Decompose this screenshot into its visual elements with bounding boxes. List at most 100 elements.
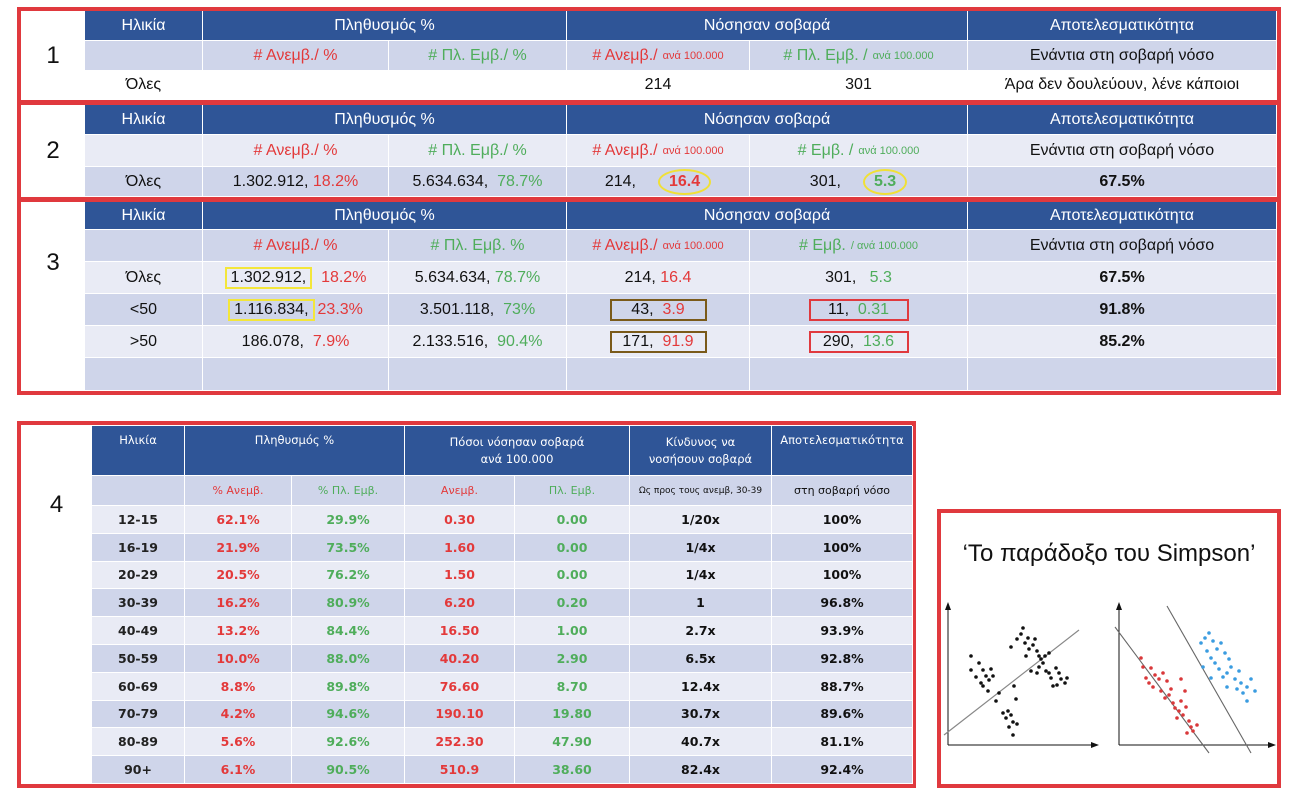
cell-effectiveness: 67.5% (968, 167, 1277, 197)
cell-pop-vax: 92.6% (292, 728, 405, 757)
scatter-point (1207, 631, 1211, 635)
sub-sick-vax: Πλ. Εμβ. (515, 476, 630, 506)
cell-risk: 82.4x (630, 756, 772, 784)
cell-sick-unvax: 6.20 (405, 589, 515, 618)
cell-sick-vax: 290, 13.6 (750, 326, 968, 358)
sub-sick-unvax-unit: ανά 100.000 (662, 239, 724, 252)
panel-number: 2 (46, 137, 60, 164)
value-rate: 3.9 (662, 300, 685, 318)
value-count: 186.078, (241, 332, 304, 350)
scatter-point (1009, 645, 1013, 649)
scatter-point (1171, 701, 1175, 705)
scatter-point (1024, 654, 1028, 658)
sub-sick-vax-label: # Εμβ. (798, 236, 846, 254)
cell-sick-vax: 301 (750, 71, 968, 100)
sub-sick-unvax: # Ανεμβ./ ανά 100.000 (567, 135, 750, 167)
value-percent: 78.7% (494, 268, 541, 286)
cell-effectiveness: 91.8% (968, 294, 1277, 326)
left-points (969, 626, 1069, 737)
cell-effectiveness: 96.8% (772, 589, 913, 618)
value-count: 3.501.118, (419, 300, 495, 318)
sub-empty (85, 41, 203, 71)
trend-line-group-b (1166, 605, 1252, 754)
value-percent: 78.7% (497, 172, 543, 190)
cell-effectiveness: 92.8% (772, 644, 913, 673)
value-count: 171, (622, 332, 654, 350)
simpson-illustration (943, 602, 1276, 754)
scatter-point (1001, 711, 1005, 715)
scatter-point (1249, 677, 1253, 681)
cell-pop-unvax: 1.302.912, 18.2% (203, 262, 389, 294)
scatter-point (1047, 671, 1051, 675)
cell-effectiveness: 92.4% (772, 756, 913, 784)
sub-pop-vax: # Πλ. Εμβ./ % (389, 41, 567, 71)
value-count: 11, (827, 300, 850, 318)
scatter-point (1201, 665, 1205, 669)
scatter-point (1189, 725, 1193, 729)
cell-age: 90+ (92, 756, 185, 784)
sub-sick-unvax: # Ανεμβ./ ανά 100.000 (567, 230, 750, 262)
sub-sick-vax: # Πλ. Εμβ. / ανά 100.000 (750, 41, 968, 71)
scatter-point (1031, 643, 1035, 647)
cell-empty (203, 358, 389, 391)
header-effectiveness: Αποτελεσματικότητα (772, 426, 913, 476)
scatter-point (987, 678, 991, 682)
scatter-point (1021, 626, 1025, 630)
scatter-point (1179, 677, 1183, 681)
scatter-point (1179, 699, 1183, 703)
scatter-point (1144, 676, 1148, 680)
cell-pop-vax: 5.634.634, 78.7% (389, 167, 567, 197)
cell-sick-unvax: 43, 3.9 (567, 294, 750, 326)
scatter-point (1015, 722, 1019, 726)
scatter-point (1195, 723, 1199, 727)
scatter-point (1237, 669, 1241, 673)
scatter-point (1241, 691, 1245, 695)
cell-sick-unvax: 214, 16.4 (567, 167, 750, 197)
scatter-point (1235, 687, 1239, 691)
sub-pop-vax: # Πλ. Εμβ. % (389, 230, 567, 262)
cell-pop-vax: 2.133.516, 90.4% (389, 326, 567, 358)
cell-effectiveness: 81.1% (772, 728, 913, 757)
cell-sick-vax: 47.90 (515, 728, 630, 757)
panel-1: 1 Ηλικία Πληθυσμός % Νόσησαν σοβαρά Αποτ… (17, 7, 1281, 104)
highlight-circle: 5.3 (862, 168, 908, 195)
cell-effectiveness: 67.5% (968, 262, 1277, 294)
scatter-point (1167, 693, 1171, 697)
scatter-point (1019, 632, 1023, 636)
scatter-point (1041, 661, 1045, 665)
scatter-point (1209, 676, 1213, 680)
scatter-point (1055, 683, 1059, 687)
value-count: 43, (631, 300, 654, 318)
value-count: 301, (825, 268, 857, 286)
panel-2: 2 Ηλικία Πληθυσμός % Νόσησαν σοβαρά Αποτ… (17, 101, 1281, 201)
scatter-point (1159, 689, 1163, 693)
scatter-point (1009, 713, 1013, 717)
value-count: 214, (604, 172, 636, 190)
scatter-point (981, 684, 985, 688)
cell-pop-unvax: 5.6% (185, 728, 292, 757)
panel-number: 1 (46, 41, 60, 69)
scatter-point (1157, 677, 1161, 681)
value-rate: 0.31 (857, 300, 890, 318)
cell-pop-unvax: 6.1% (185, 756, 292, 784)
value-percent: 18.2% (312, 172, 359, 190)
panel-3: 3 Ηλικία Πληθυσμός % Νόσησαν σοβαρά Αποτ… (17, 198, 1281, 395)
simpson-panel: ‘Το παράδοξο του Simpson’ (937, 509, 1281, 788)
highlight-box: 171, 91.9 (609, 330, 707, 353)
header-age: Ηλικία (85, 202, 203, 230)
scatter-point (981, 668, 985, 672)
value-percent: 23.3% (317, 300, 363, 318)
cell-pop-vax: 84.4% (292, 617, 405, 645)
cell-pop-unvax: 8.8% (185, 672, 292, 701)
header-risk: Κίνδυνος να νοσήσουν σοβαρά (630, 426, 772, 476)
cell-age: 30-39 (92, 589, 185, 618)
cell-age: 12-15 (92, 506, 185, 534)
cell-effectiveness: 88.7% (772, 672, 913, 701)
scatter-point (1004, 716, 1008, 720)
highlight-box: 1.116.834, (228, 298, 315, 321)
scatter-point (1141, 665, 1145, 669)
scatter-point (1015, 637, 1019, 641)
sub-sick-vax-unit: / ανά 100.000 (850, 239, 919, 252)
scatter-point (1035, 649, 1039, 653)
header-age: Ηλικία (92, 426, 185, 476)
